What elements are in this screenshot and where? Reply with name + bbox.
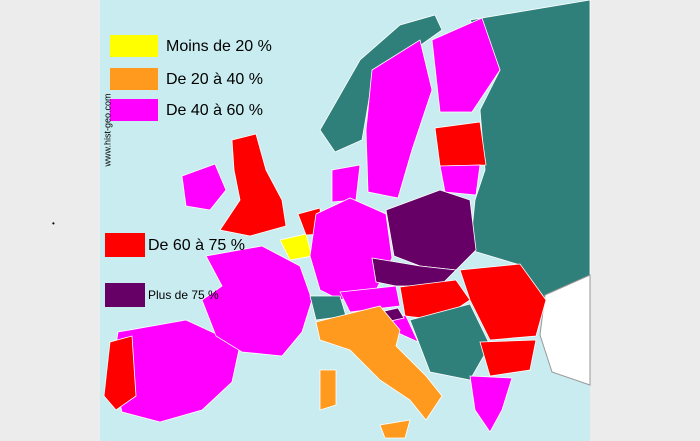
countries [103,0,591,439]
baltics [434,121,487,167]
dot: • [52,219,55,228]
watermark: www.hist-geo.com [102,93,112,167]
legend-label: Moins de 20 % [166,38,272,55]
italy [315,305,443,421]
denmark [331,164,361,203]
finland [431,17,501,113]
legend-label: De 60 à 75 % [148,237,245,254]
sweden [365,39,433,199]
lithuania [439,164,481,196]
legend-label: De 20 à 40 % [166,71,263,88]
legend-swatch [110,68,158,90]
legend-swatch [110,35,158,57]
sardinia [319,369,337,411]
legend-swatch [110,99,158,121]
uk [219,133,287,237]
france [201,245,313,357]
greece [469,375,513,433]
legend-label: Plus de 75 % [148,288,219,302]
legend: Moins de 20 % De 20 à 40 % De 40 à 60 % De … [105,35,272,307]
balkans [409,303,491,381]
turkey [539,274,591,386]
sicily [379,419,411,439]
legend-swatch [105,233,145,257]
ireland [181,163,227,211]
portugal [103,335,137,411]
romania [459,263,547,341]
bulgaria [479,339,537,377]
austria [339,285,401,313]
legend-label: De 40 à 60 % [166,102,263,119]
legend-swatch [105,283,145,307]
poland [385,189,477,271]
